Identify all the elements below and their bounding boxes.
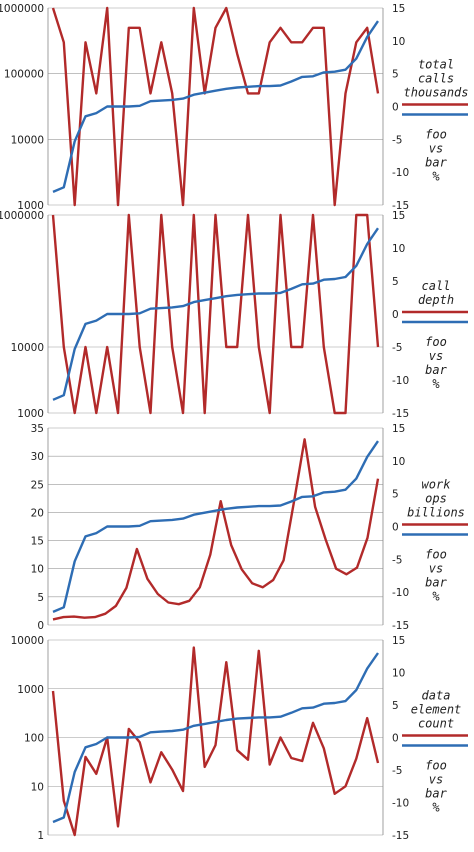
right-tick-label: 10: [392, 456, 405, 468]
left-tick-label: 20: [31, 507, 44, 519]
left-tick-label: 5: [37, 592, 44, 604]
chart-panel-4: 1 10 100 1000 10000 15 10 5 0 -5 -10 -15 dataelement…: [11, 635, 468, 842]
legend-blue-label: %: [432, 801, 440, 815]
right-tick-label: 0: [392, 102, 399, 114]
right-tick-label: -15: [392, 620, 409, 632]
legend-red-label: ops: [425, 492, 447, 506]
blue-series-line: [52, 440, 379, 614]
right-tick-label: 5: [392, 276, 399, 288]
right-tick-label: -5: [392, 134, 402, 146]
left-tick-label: 100000: [4, 69, 44, 81]
legend-blue-label: %: [432, 590, 440, 604]
legend-blue-label: vs: [429, 349, 443, 363]
legend-blue-label: bar: [425, 787, 447, 801]
red-series-line: [51, 213, 380, 415]
legend-blue-label: foo: [425, 128, 447, 142]
red-series-line: [52, 438, 380, 621]
legend-red-label: total: [418, 58, 454, 72]
right-tick-label: -15: [392, 408, 409, 420]
blue-series-line: [52, 227, 379, 401]
blue-series-line: [52, 652, 379, 824]
right-tick-label: 10: [392, 36, 405, 48]
legend-blue-label: bar: [425, 156, 447, 170]
legend-blue-label: foo: [425, 335, 447, 349]
left-tick-label: 1000000: [0, 210, 44, 222]
legend-red-label: thousands: [403, 86, 468, 100]
right-tick-label: 10: [392, 668, 405, 680]
right-tick-label: -10: [392, 798, 409, 810]
right-tick-label: -10: [392, 375, 409, 387]
red-series-line: [51, 6, 380, 207]
left-tick-label: 35: [31, 423, 44, 435]
left-tick-label: 10000: [11, 635, 44, 647]
left-tick-label: 0: [37, 620, 44, 632]
legend-red-label: element: [411, 703, 462, 717]
legend-red-label: work: [422, 478, 452, 492]
right-tick-label: 15: [392, 423, 405, 435]
left-tick-label: 10: [31, 564, 44, 576]
left-tick-label: 1000: [17, 200, 44, 212]
right-tick-label: 15: [392, 3, 405, 15]
blue-series-line: [52, 20, 379, 194]
right-tick-label: 0: [392, 733, 399, 745]
right-tick-label: 5: [392, 700, 399, 712]
legend-blue-label: %: [432, 170, 440, 184]
legend-red-label: count: [418, 717, 454, 731]
right-tick-label: 0: [392, 309, 399, 321]
right-tick-label: 15: [392, 210, 405, 222]
legend-red-label: calls: [418, 72, 454, 86]
right-tick-label: 5: [392, 69, 399, 81]
left-tick-label: 100: [24, 733, 44, 745]
left-tick-label: 10000: [11, 342, 44, 354]
right-tick-label: 10: [392, 243, 405, 255]
legend-red-label: depth: [418, 293, 454, 307]
left-tick-label: 1: [37, 830, 44, 842]
chart-panel-1: 1000 10000 100000 1000000 15 10 5 0 -5 -10 -15 tota…: [0, 3, 469, 212]
right-tick-label: -5: [392, 342, 402, 354]
left-tick-label: 30: [31, 451, 44, 463]
legend-blue-label: bar: [425, 363, 447, 377]
legend-red-label: billions: [407, 506, 465, 520]
legend-blue-label: foo: [425, 759, 447, 773]
legend-blue-label: foo: [425, 548, 447, 562]
right-tick-label: 15: [392, 635, 405, 647]
left-tick-label: 1000: [17, 684, 44, 696]
chart-panel-3: 0 5 10 15 20 25 30 35 15 10 5 0 -5 -10 -15 workopsbilli…: [31, 423, 468, 632]
legend-blue-label: %: [432, 377, 440, 391]
legend-blue-label: bar: [425, 576, 447, 590]
right-tick-label: -10: [392, 167, 409, 179]
right-tick-label: -15: [392, 200, 409, 212]
legend-blue-label: vs: [429, 142, 443, 156]
right-tick-label: 0: [392, 522, 399, 534]
left-tick-label: 25: [31, 479, 44, 491]
left-tick-label: 15: [31, 536, 44, 548]
right-tick-label: -10: [392, 587, 409, 599]
legend-red-label: data: [422, 689, 451, 703]
legend-blue-label: vs: [429, 562, 443, 576]
left-tick-label: 10000: [11, 134, 44, 146]
legend-red-label: call: [422, 279, 451, 293]
right-tick-label: -5: [392, 554, 402, 566]
right-tick-label: 5: [392, 489, 399, 501]
left-tick-label: 10: [31, 781, 44, 793]
right-tick-label: -5: [392, 765, 402, 777]
left-tick-label: 1000000: [0, 3, 44, 15]
legend-blue-label: vs: [429, 773, 443, 787]
left-tick-label: 1000: [17, 408, 44, 420]
right-tick-label: -15: [392, 830, 409, 842]
